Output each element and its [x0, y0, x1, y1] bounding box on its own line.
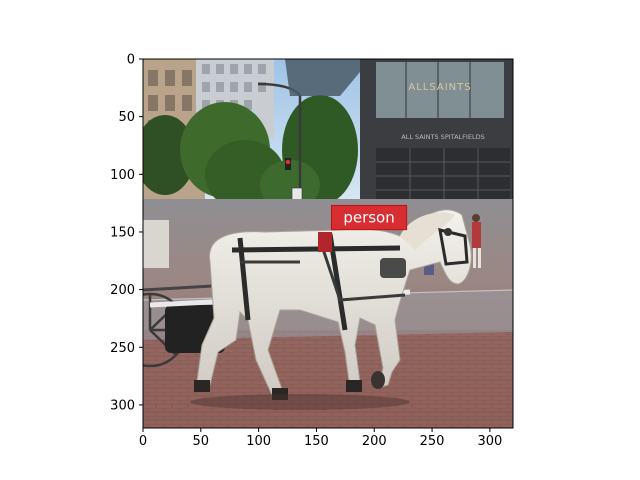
- x-tick-label: 50: [193, 434, 210, 449]
- x-tick-label: 100: [246, 434, 271, 449]
- x-tick-label: 0: [139, 434, 147, 449]
- detections: person: [330, 204, 408, 231]
- detection-label-box: [330, 204, 408, 231]
- y-tick-label: 100: [110, 168, 135, 183]
- y-tick-label: 150: [110, 225, 135, 240]
- y-axis-ticks: 0 50 100 150 200 250 300: [110, 53, 143, 413]
- y-tick-label: 250: [110, 341, 135, 356]
- y-tick-label: 50: [118, 110, 135, 125]
- x-tick-label: 300: [477, 434, 502, 449]
- x-tick-label: 250: [420, 434, 445, 449]
- y-tick-label: 300: [110, 398, 135, 413]
- x-tick-label: 150: [304, 434, 329, 449]
- photo: ALLSAINTS ALL SAINTS SPITALFIELDS: [143, 59, 513, 428]
- white-horse: [194, 209, 472, 400]
- x-axis-ticks: 0 50 100 150 200 250 300: [139, 428, 502, 449]
- storefront-sign: ALLSAINTS: [408, 82, 471, 93]
- axes-frame: [142, 58, 514, 429]
- detection-label-text: person: [343, 209, 394, 227]
- y-tick-label: 200: [110, 283, 135, 298]
- awning: [285, 59, 360, 96]
- y-tick-label: 0: [127, 53, 135, 68]
- storefront-subsign: ALL SAINTS SPITALFIELDS: [401, 133, 484, 141]
- x-tick-label: 200: [362, 434, 387, 449]
